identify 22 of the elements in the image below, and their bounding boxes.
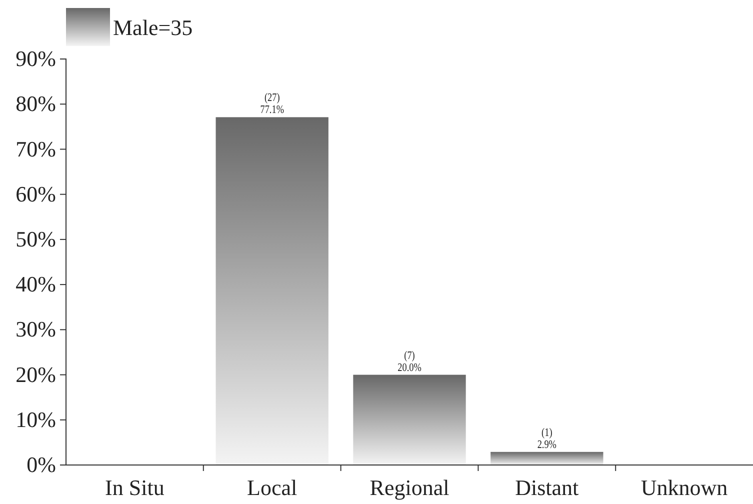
bar [216, 117, 328, 465]
y-tick-label: 10% [16, 406, 56, 432]
y-tick-label: 0% [26, 452, 56, 478]
y-tick-label: 20% [16, 362, 56, 387]
x-tick-label: Local [247, 475, 298, 500]
data-label: (1) 2.9% [537, 427, 557, 452]
legend-label: Male=35 [113, 15, 193, 40]
y-tick-label: 40% [16, 272, 56, 297]
x-tick-label: Regional [370, 475, 450, 500]
y-tick-label: 60% [16, 181, 56, 206]
y-tick-label: 30% [16, 316, 56, 342]
data-label: (27) 77.1% [260, 92, 284, 117]
data-label: (7) 20.0% [398, 350, 422, 374]
x-tick-label: Unknown [640, 475, 728, 500]
bar [490, 452, 604, 465]
y-tick-label: 90% [16, 46, 56, 72]
y-tick-label: 80% [16, 91, 56, 116]
x-tick-label: Distant [515, 475, 579, 500]
y-tick-label: 70% [16, 136, 56, 162]
y-tick-label: 50% [16, 226, 56, 252]
x-tick-label: In Situ [105, 475, 164, 500]
bar [353, 374, 466, 465]
